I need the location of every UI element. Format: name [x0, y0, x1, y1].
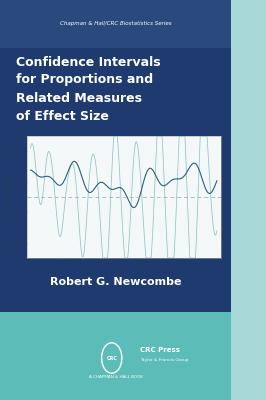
Text: of Effect Size: of Effect Size	[16, 110, 109, 122]
Text: CRC: CRC	[106, 356, 117, 360]
Bar	[0, 0, 231, 48]
Bar	[0, 312, 231, 400]
Bar	[231, 0, 266, 400]
Text: Robert G. Newcombe: Robert G. Newcombe	[50, 277, 181, 287]
Text: CRC Press: CRC Press	[140, 347, 180, 353]
Text: Chapman & Hall/CRC Biostatistics Series: Chapman & Hall/CRC Biostatistics Series	[60, 22, 172, 26]
Text: A CHAPMAN & HALL BOOK: A CHAPMAN & HALL BOOK	[89, 375, 143, 379]
Text: Related Measures: Related Measures	[16, 92, 142, 104]
X-axis label: pi: pi	[122, 268, 126, 272]
Y-axis label: Coverage probability: Coverage probability	[7, 176, 11, 218]
Text: Confidence Intervals: Confidence Intervals	[16, 56, 161, 68]
Text: Taylor & Francis Group: Taylor & Francis Group	[140, 358, 188, 362]
Text: for Proportions and: for Proportions and	[16, 74, 153, 86]
